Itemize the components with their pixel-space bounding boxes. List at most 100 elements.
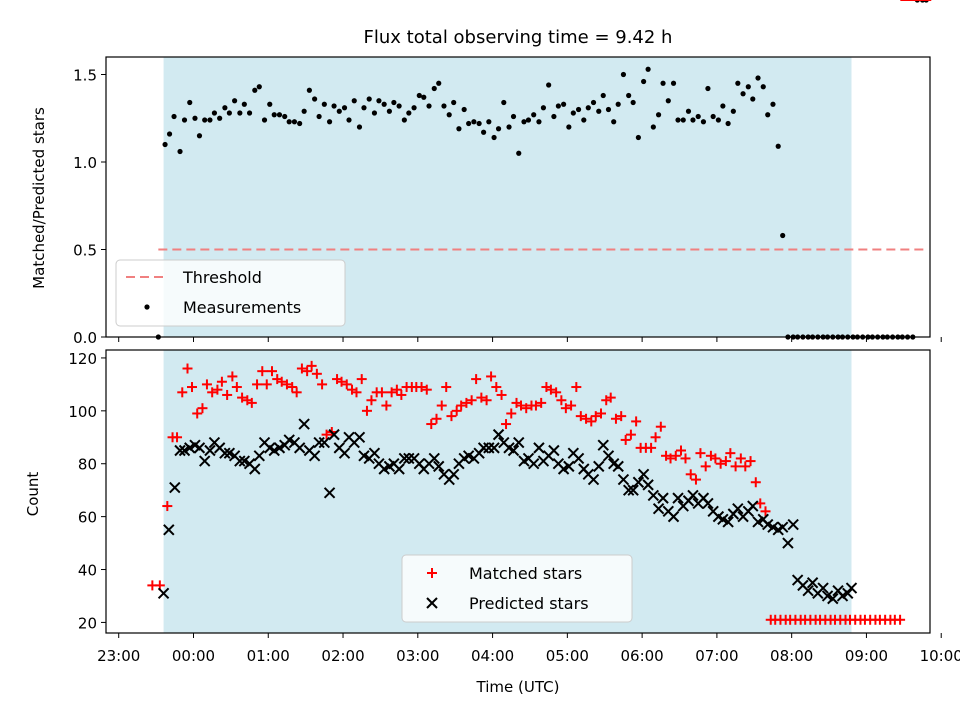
measurement-point (645, 66, 651, 72)
measurement-point (211, 110, 218, 116)
count-x-tick-label: 02:00 (321, 647, 364, 665)
matched-star-point (581, 413, 592, 424)
measurement-point (611, 119, 617, 125)
matched-star-point (496, 389, 507, 400)
predicted-star-point (647, 489, 660, 502)
measurement-point (501, 99, 507, 106)
measurement-point (585, 105, 591, 111)
measurement-point (546, 82, 552, 88)
count-legend: Matched stars Predicted stars (401, 554, 633, 623)
count-x-tick-label: 09:00 (845, 647, 888, 665)
measurement-point (181, 117, 188, 123)
count-x-tick-label: 04:00 (471, 647, 514, 665)
predicted-star-point (513, 436, 525, 449)
matched-star-point (616, 411, 627, 422)
matched-star-point (276, 376, 287, 387)
measurement-point (466, 120, 472, 127)
count-panel: 20 40 60 80 100 120 23:00 00:00 01:00 02:00 03:00… (24, 0, 960, 696)
predicted-star-point (483, 442, 495, 454)
predicted-star-point (428, 452, 440, 465)
measurement-point (655, 112, 662, 118)
measurement-point (710, 113, 716, 120)
x-axis-label: Time (UTC) (476, 678, 560, 696)
ratio-axes-frame (105, 56, 931, 338)
matched-star-point (456, 400, 467, 411)
matched-stars-points (147, 0, 932, 625)
matched-star-point (631, 416, 642, 427)
measurement-point (426, 103, 432, 109)
matched-star-point (416, 382, 427, 393)
measurement-point (641, 78, 647, 85)
predicted-star-point (477, 442, 490, 454)
predicted-star-point (433, 460, 445, 473)
count-x-ticks: 23:00 00:00 01:00 02:00 03:00 04:00 05:00 06:00… (97, 633, 960, 665)
measurement-point (381, 101, 387, 107)
measurement-point (561, 101, 567, 107)
measurement-point (346, 117, 352, 123)
matched-star-point (231, 382, 242, 393)
matched-star-point (491, 382, 502, 393)
measurement-point (690, 117, 696, 123)
matched-star-point (735, 453, 746, 464)
matched-star-point (172, 432, 183, 443)
measurement-point (241, 101, 247, 107)
measurement-point (510, 113, 517, 120)
predicted-star-point (398, 452, 411, 465)
predicted-star-point (782, 537, 794, 549)
predicted-star-point (627, 484, 639, 496)
matched-star-point (257, 366, 268, 377)
matched-star-point (461, 397, 472, 408)
measurement-point (232, 98, 238, 104)
measurement-point (481, 129, 487, 135)
measurement-point (605, 106, 612, 113)
matched-star-point (655, 421, 666, 432)
matched-star-point (750, 477, 761, 488)
matched-star-point (740, 461, 751, 472)
matched-star-point (566, 400, 577, 411)
measurement-point (461, 106, 467, 113)
matched-star-point (341, 379, 352, 390)
measurement-point (451, 99, 457, 106)
measurement-point (446, 112, 452, 118)
matched-star-point (162, 501, 173, 512)
measurement-point (760, 84, 766, 90)
matched-star-point (212, 384, 223, 395)
ratio-panel: 0.0 0.5 1.0 1.5 Matched/Predicted stars Thr… (30, 0, 942, 347)
measurement-point (396, 103, 402, 109)
matched-star-point (486, 371, 497, 382)
matched-star-point (216, 376, 227, 387)
matched-star-point (560, 403, 571, 414)
matched-star-point (381, 400, 392, 411)
predicted-star-point (597, 439, 609, 451)
measurement-point (536, 119, 542, 125)
ratio-y-tick-label: 1.0 (73, 154, 97, 172)
measurement-point (755, 75, 761, 81)
predicted-star-point (787, 518, 799, 531)
matched-star-point (571, 382, 582, 393)
matched-star-point (302, 366, 313, 377)
count-x-tick-label: 05:00 (546, 647, 589, 665)
ratio-legend: Threshold Measurements (115, 259, 346, 327)
measurement-point (725, 120, 731, 127)
predicted-star-point (313, 436, 325, 449)
predicted-star-point (702, 497, 714, 510)
count-y-tick-label: 80 (78, 456, 97, 474)
measurement-point (506, 124, 512, 130)
measurement-point (436, 80, 442, 86)
legend-matched-swatch (427, 568, 437, 578)
predicted-star-point (747, 500, 759, 512)
matched-star-point (317, 379, 328, 390)
matched-star-point (356, 374, 367, 385)
measurement-point (431, 85, 437, 92)
measurement-point (276, 112, 283, 118)
matched-star-point (451, 405, 462, 416)
measurement-point (411, 105, 417, 111)
count-x-tick-label: 08:00 (770, 647, 813, 665)
matched-star-point (252, 379, 263, 390)
measurement-point (421, 94, 427, 100)
measurement-point (331, 103, 337, 109)
predicted-star-point (169, 481, 181, 494)
predicted-star-point (776, 521, 789, 533)
predicted-star-point (672, 492, 684, 504)
measurement-point (351, 98, 357, 104)
